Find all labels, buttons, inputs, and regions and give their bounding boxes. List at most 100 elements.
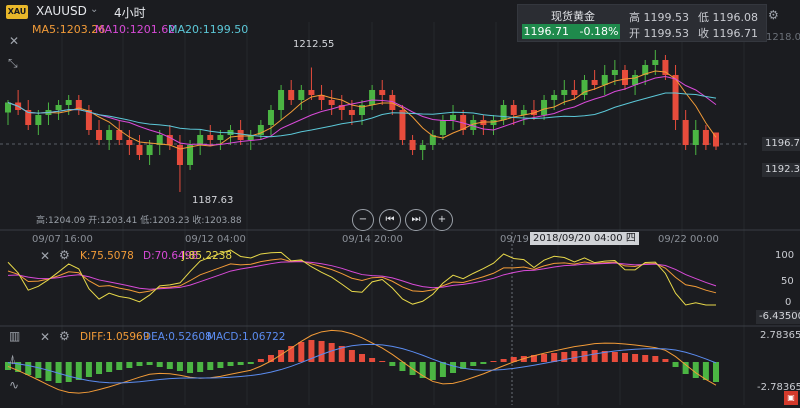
kdj-min-tag: -6.43500 <box>756 310 800 324</box>
candle-body <box>247 135 254 140</box>
macd-bar <box>601 351 608 362</box>
close-icon[interactable]: ✕ <box>9 34 20 48</box>
kdj-axis-mid: 50 <box>781 276 794 287</box>
candle-body <box>126 140 133 145</box>
prev-button[interactable]: ⏮ <box>379 209 401 231</box>
macd-bar <box>561 352 568 362</box>
candle-body <box>359 105 365 115</box>
next-button[interactable]: ⏭ <box>405 209 427 231</box>
crosshair-time-label: 2018/09/20 04:00 四 <box>530 232 639 245</box>
macd-bar <box>591 350 598 362</box>
kdj-j-line <box>7 249 716 306</box>
candle-body <box>541 100 548 115</box>
macd-bar <box>237 362 244 365</box>
macd-bar <box>96 362 103 374</box>
candle-body <box>642 65 649 75</box>
macd-bar <box>379 361 386 362</box>
candle-body <box>85 110 92 130</box>
kdj-k: K:75.5078 <box>80 250 134 262</box>
current-price-tag: 1196.71 <box>762 137 800 151</box>
macd-bar <box>450 362 457 373</box>
period-selector[interactable]: 4小时 <box>114 6 146 20</box>
macd-bar <box>389 362 396 366</box>
close-value: 1196.71 <box>712 27 759 40</box>
date-label: 09/12 04:00 <box>185 234 246 245</box>
date-label: 09/19 <box>500 234 529 245</box>
candle-body <box>470 120 477 130</box>
gear-icon[interactable]: ⚙ <box>59 248 70 262</box>
chevron-down-icon[interactable]: ⌄ <box>90 4 99 15</box>
candle-body <box>187 145 194 165</box>
gear-icon[interactable]: ⚙ <box>59 329 70 343</box>
ohlc-readout: 高:1204.09 开:1203.41 低:1203.23 收:1203.88 <box>36 216 242 226</box>
candle-body <box>156 135 163 145</box>
macd-bar <box>207 362 214 370</box>
macd-diff: DIFF:1.05969 <box>80 331 150 343</box>
macd-dea-line <box>7 343 717 384</box>
kdj-j: J:85.2238 <box>182 250 233 262</box>
settings-icon[interactable]: ⚙ <box>768 8 779 22</box>
zoom-out-button[interactable]: − <box>352 209 374 231</box>
zoom-in-button[interactable]: + <box>431 209 453 231</box>
macd-bar <box>500 359 507 362</box>
kdj-d: D:70.6498 <box>143 250 199 262</box>
candle-body <box>672 75 679 120</box>
candle-body <box>591 80 598 85</box>
candle-body <box>237 130 244 140</box>
macd-bar <box>35 362 42 378</box>
candle-body <box>419 145 426 150</box>
candle-body <box>35 115 42 125</box>
candle-body <box>520 110 527 115</box>
macd-bar <box>702 362 709 380</box>
macd-bar <box>197 362 204 372</box>
high-annotation: 1212.55 <box>293 39 335 50</box>
low-annotation: 1187.63 <box>192 195 234 206</box>
indicator-icon[interactable]: ∿ <box>9 378 20 392</box>
draw-tool-icon[interactable]: ⍋ <box>9 352 17 366</box>
low-value: 1196.08 <box>712 11 759 24</box>
macd-bar <box>632 354 639 362</box>
macd-bar <box>75 362 82 380</box>
macd-bar <box>146 362 153 365</box>
candle-body <box>55 105 62 110</box>
macd-bar <box>642 355 649 362</box>
candle-body <box>25 110 32 125</box>
macd-bar <box>15 362 22 372</box>
chart-type-icon[interactable]: ▥ <box>9 329 21 343</box>
candle-body <box>561 90 568 95</box>
macd-bar <box>530 355 537 362</box>
candle-body <box>308 90 315 95</box>
macd-bar <box>480 362 487 364</box>
macd-bar <box>652 356 659 362</box>
candle-body <box>652 60 659 65</box>
symbol-label[interactable]: XAUUSD <box>36 4 87 18</box>
macd-bar <box>187 362 194 373</box>
macd-bar <box>55 362 62 383</box>
macd-bar <box>288 346 295 362</box>
open-value: 1199.53 <box>643 27 690 40</box>
close-icon[interactable]: ✕ <box>40 249 51 263</box>
macd-bar <box>278 350 285 362</box>
close-icon[interactable]: ✕ <box>40 330 51 344</box>
kdj-d-line <box>7 261 717 290</box>
candle-body <box>510 105 517 115</box>
macd-bar <box>672 362 679 367</box>
macd-bar <box>176 362 183 371</box>
candle-body <box>176 145 183 165</box>
collapse-icon[interactable]: ⤡ <box>8 56 18 70</box>
date-label: 09/07 16:00 <box>32 234 93 245</box>
kdj-axis-zero: 0 <box>785 297 792 308</box>
candle-body <box>288 90 295 100</box>
macd-bar <box>399 362 406 371</box>
macd-bar <box>227 362 234 366</box>
macd-bar <box>429 362 436 380</box>
macd-bar <box>621 353 628 362</box>
macd-bar <box>611 352 618 362</box>
ma20-legend: MA20:1199.50 <box>168 23 249 36</box>
macd-bar <box>116 362 123 370</box>
macd-bar <box>25 362 32 375</box>
candle-body <box>348 110 355 115</box>
corner-logo-icon[interactable]: ▣ <box>784 391 798 405</box>
candle-body <box>399 110 406 140</box>
